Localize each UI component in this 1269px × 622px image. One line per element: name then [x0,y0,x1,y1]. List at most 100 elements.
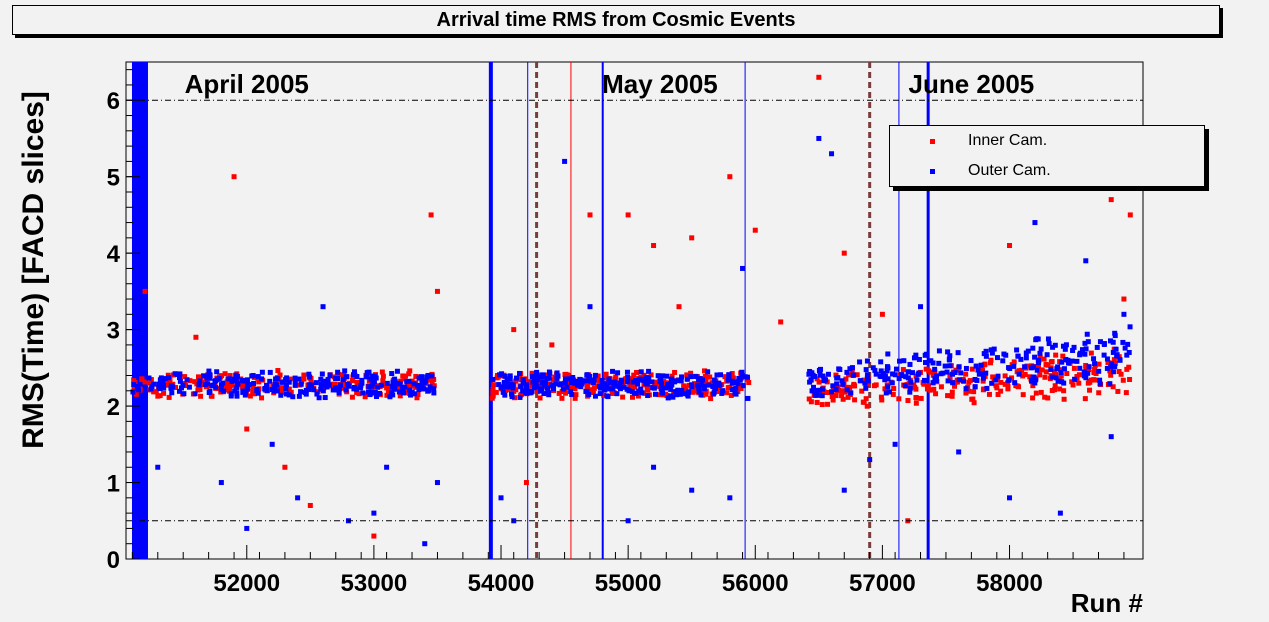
inner-point [816,379,822,385]
outer-point [546,369,552,375]
inner-point [982,361,988,367]
outer-point [1055,364,1061,370]
outer-point [1065,360,1071,366]
inner-point [166,394,172,400]
outer-point [633,377,639,383]
outer-point [333,387,339,393]
inner-outlier-point [625,212,631,218]
outer-point [610,386,616,392]
outer-point [968,358,974,364]
outer-point [607,379,613,385]
outer-point [606,386,612,392]
inner-point [288,389,294,395]
inner-outlier-point [371,533,377,539]
outer-point [373,375,379,381]
outer-point [945,378,951,384]
outer-point [1086,364,1092,370]
outer-point [232,388,238,394]
outer-point [192,391,198,397]
inner-point [595,373,601,379]
outer-point [857,359,863,365]
outer-point [1052,342,1058,348]
inner-point [404,390,410,396]
inner-point [139,374,145,380]
inner-point [709,380,715,386]
outer-point [612,379,618,385]
inner-point [728,392,734,398]
inner-point [833,393,839,399]
outer-point [625,379,631,385]
inner-point [513,387,519,393]
outer-outlier-point [269,441,275,447]
x-tick-label-3: 55000 [595,570,662,597]
outer-point [599,377,605,383]
outer-point [739,369,745,375]
outer-point [639,390,645,396]
inner-point [645,387,651,393]
inner-point [684,372,690,378]
outer-point [411,381,417,387]
inner-point [921,381,927,387]
outer-point [850,372,856,378]
outer-point [384,380,390,386]
outer-point [306,371,312,377]
outer-point [368,376,374,382]
outer-point [878,359,884,365]
vertical-band-0 [131,62,148,559]
outer-point [812,374,818,380]
x-tick-label-5: 57000 [849,570,916,597]
inner-point [1042,374,1048,380]
inner-point [990,374,996,380]
inner-point [861,377,867,383]
outer-point [520,377,526,383]
inner-point [1011,359,1017,365]
outer-point [1012,380,1018,386]
outer-point [885,384,891,390]
outer-outlier-point [511,518,517,524]
outer-point [336,386,342,392]
outer-point [416,387,422,393]
inner-point [490,389,496,395]
legend-marker-outer [930,168,935,174]
outer-point [660,373,666,379]
inner-point [708,396,714,402]
outer-point [569,391,575,397]
inner-point [896,396,902,402]
inner-point [226,388,232,394]
outer-point [583,378,589,384]
outer-point [178,385,184,391]
inner-point [725,385,731,391]
outer-point [719,389,725,395]
inner-point [814,399,820,405]
outer-point [1062,346,1068,352]
outer-point [672,379,678,385]
outer-point [739,372,745,378]
y-tick-label-6: 6 [107,88,120,115]
inner-point [688,370,694,376]
outer-point [1081,369,1087,375]
outer-point [840,381,846,387]
outer-point [1049,374,1055,380]
inner-point [1111,357,1117,363]
outer-point [893,366,899,372]
inner-point [620,394,626,400]
outer-point [318,376,324,382]
outer-point [369,374,375,380]
vertical-band-5 [744,62,746,559]
outer-point [233,372,239,378]
outer-point [984,385,990,391]
inner-point [1033,390,1039,396]
outer-point [419,385,425,391]
inner-outlier-point [841,250,847,256]
outer-point [652,391,658,397]
inner-outlier-point [434,288,440,294]
inner-point [1043,369,1049,375]
outer-point [557,382,563,388]
outer-point [668,377,674,383]
inner-point [534,389,540,395]
outer-point [298,389,304,395]
inner-point [1071,365,1077,371]
outer-outlier-point [625,518,631,524]
outer-point [597,391,603,397]
